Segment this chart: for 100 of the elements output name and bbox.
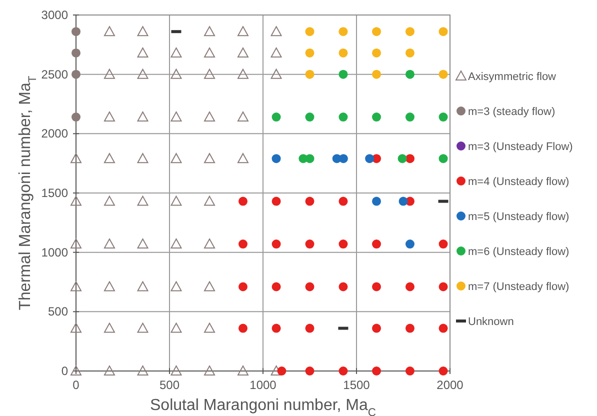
- point: [237, 112, 248, 122]
- point: [438, 154, 448, 164]
- point: [104, 26, 115, 36]
- point: [272, 154, 281, 164]
- legend-label: m=3 (Unsteady Flow): [468, 141, 573, 153]
- point: [238, 240, 248, 249]
- point: [398, 154, 407, 164]
- point: [270, 68, 282, 79]
- point: [104, 112, 115, 122]
- point: [170, 196, 182, 206]
- x-tick-label: 0: [72, 378, 80, 392]
- point: [137, 196, 148, 206]
- point: [372, 240, 382, 249]
- legend-label: Unknown: [468, 316, 514, 328]
- point: [170, 322, 182, 333]
- point: [272, 196, 281, 206]
- point: [238, 196, 248, 206]
- point: [398, 196, 408, 206]
- point: [438, 112, 448, 122]
- point: [204, 238, 216, 249]
- point: [104, 153, 115, 164]
- point: [372, 196, 382, 206]
- point: [338, 196, 348, 206]
- point: [70, 322, 82, 333]
- point: [170, 112, 182, 122]
- point: [405, 112, 414, 122]
- point: [170, 238, 182, 249]
- point: [405, 240, 414, 249]
- point: [338, 70, 348, 79]
- y-tick-label: 1500: [41, 186, 68, 200]
- point: [104, 366, 115, 376]
- point: [70, 196, 82, 206]
- point: [72, 70, 80, 79]
- point: [405, 48, 414, 58]
- point: [204, 196, 216, 206]
- point: [365, 154, 374, 164]
- point: [405, 366, 414, 376]
- point: [170, 366, 182, 376]
- point: [104, 322, 115, 333]
- point: [170, 47, 182, 58]
- point: [137, 281, 148, 292]
- point: [238, 324, 248, 333]
- y-tick-label: 0: [61, 364, 68, 378]
- point: [338, 27, 348, 36]
- y-tick-label: 2000: [41, 126, 68, 141]
- point: [305, 366, 314, 376]
- point: [338, 48, 348, 58]
- point: [372, 112, 382, 122]
- point: [405, 27, 414, 36]
- point: [72, 112, 80, 122]
- point: [338, 240, 348, 249]
- point: [204, 366, 216, 376]
- point: [305, 27, 314, 36]
- point: [438, 70, 448, 79]
- point: [204, 281, 216, 292]
- point: [72, 48, 80, 58]
- point: [372, 324, 382, 333]
- point: [137, 366, 148, 376]
- point: [272, 282, 281, 292]
- point: [204, 68, 216, 79]
- point: [70, 153, 82, 164]
- point: [204, 47, 216, 58]
- y-tick-label: 2500: [41, 67, 68, 82]
- point: [372, 48, 382, 58]
- y-tick-label: 1000: [41, 245, 68, 260]
- x-tick-label: 1500: [343, 378, 370, 392]
- point: [305, 282, 314, 292]
- point: [104, 238, 115, 249]
- point: [277, 366, 286, 376]
- legend-label: m=4 (Unsteady flow): [468, 176, 570, 188]
- point: [170, 153, 182, 164]
- point: [204, 112, 216, 122]
- point: [70, 238, 82, 249]
- y-tick-label: 500: [48, 304, 68, 319]
- legend-label: m=6 (Unsteady flow): [468, 246, 570, 258]
- point: [338, 366, 348, 376]
- point: [338, 282, 348, 292]
- point: [305, 196, 314, 206]
- point: [272, 112, 281, 122]
- legend-label: m=3 (steady flow): [468, 106, 556, 118]
- point: [438, 27, 448, 36]
- point: [270, 366, 282, 376]
- point: [405, 324, 414, 333]
- point: [305, 324, 314, 333]
- point: [438, 240, 448, 249]
- point: [405, 154, 414, 164]
- point: [70, 281, 82, 292]
- point: [305, 70, 314, 79]
- point: [237, 26, 248, 36]
- y-tick-label: 3000: [41, 8, 68, 22]
- point: [372, 366, 382, 376]
- point: [272, 240, 281, 249]
- point: [238, 282, 248, 292]
- point: [237, 366, 248, 376]
- x-tick-label: 2000: [436, 378, 464, 392]
- point: [104, 68, 115, 79]
- point: [338, 112, 348, 122]
- point: [137, 26, 148, 36]
- point: [237, 68, 248, 79]
- x-tick-label: 500: [159, 378, 180, 392]
